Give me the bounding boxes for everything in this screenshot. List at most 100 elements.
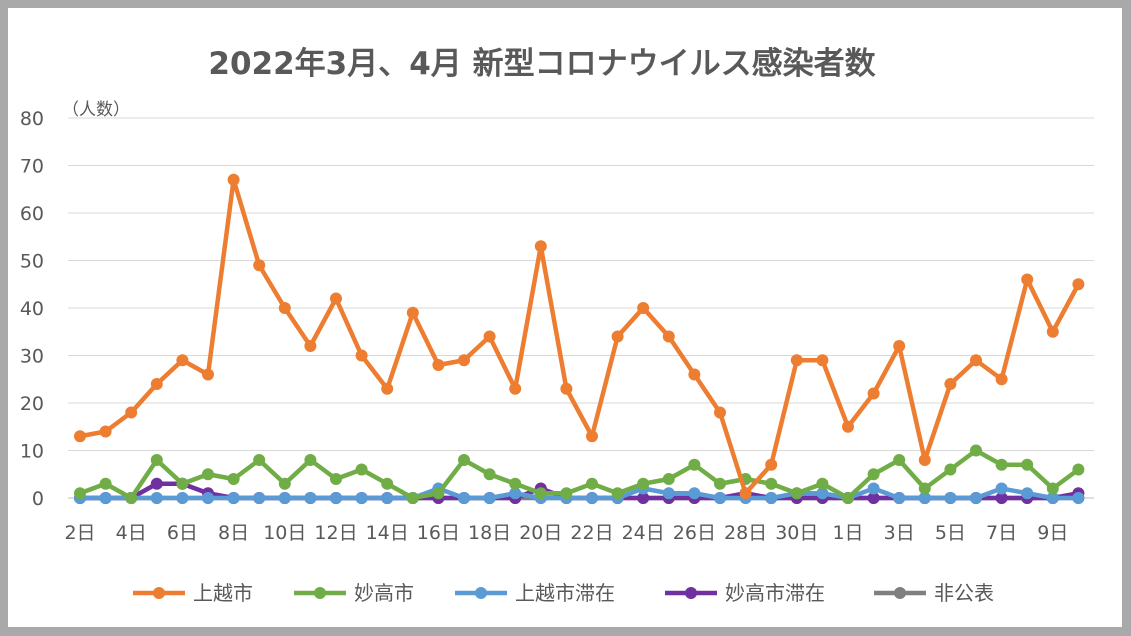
x-tick-label: 8日 [218, 522, 249, 544]
data-point [176, 477, 189, 490]
data-point [202, 468, 214, 481]
data-point [842, 492, 854, 504]
data-point [176, 354, 189, 367]
data-point [816, 477, 829, 490]
data-point [509, 477, 522, 490]
data-point [560, 382, 573, 395]
data-point [99, 477, 112, 490]
data-point [1046, 325, 1059, 338]
x-tick-label: 24日 [622, 522, 665, 544]
y-tick-label: 40 [20, 298, 44, 320]
x-tick-label: 22日 [570, 522, 613, 544]
data-point [330, 473, 342, 485]
data-point [304, 492, 317, 504]
legend-entry: 上越市 [133, 581, 253, 605]
data-point [278, 477, 291, 490]
x-tick-label: 26日 [673, 522, 716, 544]
legend-label: 妙高市 [354, 581, 414, 605]
data-point [586, 492, 598, 504]
data-point [662, 330, 675, 343]
data-point [381, 382, 394, 395]
data-point [765, 458, 778, 471]
gridlines [68, 117, 1094, 499]
data-point [1046, 482, 1059, 495]
data-point [688, 368, 701, 381]
legend-label: 上越市滞在 [515, 581, 615, 605]
data-point [483, 468, 496, 481]
data-point [150, 378, 163, 390]
data-point [790, 354, 803, 367]
legend-entry: 妙高市 [294, 581, 414, 605]
legend-entry: 妙高市滞在 [665, 581, 825, 605]
legend-marker [153, 587, 165, 599]
data-point [560, 487, 573, 500]
data-point [202, 368, 214, 381]
data-point [918, 454, 931, 466]
data-point [816, 354, 829, 367]
y-axis-unit-label: （人数） [62, 100, 130, 120]
data-point [534, 240, 547, 253]
y-tick-label: 70 [20, 156, 44, 178]
data-point [227, 492, 240, 504]
legend-entry: 上越市滞在 [455, 581, 615, 605]
data-point [637, 302, 650, 314]
x-tick-label: 20日 [519, 522, 562, 544]
data-point [944, 378, 957, 390]
legend-label: 妙高市滞在 [725, 581, 825, 605]
data-point [918, 492, 931, 504]
chart-frame: 2022年3月、4月 新型コロナウイルス感染者数 （人数） 0 10 20 30 40 5… [8, 8, 1122, 627]
data-point [406, 306, 419, 319]
data-point [586, 477, 598, 490]
data-point [278, 492, 291, 504]
data-point [714, 406, 726, 419]
data-point [688, 487, 701, 500]
legend-marker [314, 587, 326, 599]
data-point [995, 373, 1008, 386]
data-point [381, 492, 394, 504]
data-point [176, 492, 189, 504]
series-line [79, 448, 1080, 501]
y-tick-label: 10 [20, 441, 44, 463]
data-point [150, 454, 163, 466]
y-axis-ticks: 0 10 20 30 40 50 60 70 80 [20, 108, 44, 510]
x-axis-ticks: 2日 4日 6日 8日 10日 12日 14日 16日 18日 20日 22日 24日 26日 28日 30… [64, 522, 1068, 544]
chart-title: 2022年3月、4月 新型コロナウイルス感染者数 [208, 46, 875, 82]
data-point [867, 387, 880, 400]
series-line [80, 486, 1079, 501]
data-point [918, 482, 931, 495]
y-tick-label: 50 [20, 251, 44, 273]
data-point [74, 430, 86, 443]
y-tick-label: 0 [32, 488, 44, 510]
series-1 [74, 444, 1085, 504]
data-point [458, 492, 470, 504]
data-point [253, 492, 266, 504]
y-tick-label: 30 [20, 346, 44, 368]
data-point [534, 487, 547, 500]
data-point [406, 492, 419, 504]
x-tick-label: 12日 [314, 522, 357, 544]
data-point [714, 477, 726, 490]
data-point [765, 477, 778, 490]
series-lines [74, 173, 1085, 504]
data-point [381, 477, 394, 490]
data-point [330, 492, 342, 504]
data-point [867, 492, 880, 504]
x-tick-label: 3日 [884, 522, 915, 544]
data-point [688, 458, 701, 471]
data-point [355, 492, 368, 504]
x-tick-label: 30日 [775, 522, 818, 544]
data-point [611, 487, 624, 500]
data-point [458, 354, 470, 367]
x-tick-label: 4日 [116, 522, 147, 544]
data-point [970, 492, 982, 504]
data-point [893, 340, 906, 352]
data-point [893, 454, 906, 466]
data-point [483, 330, 496, 343]
data-point [637, 492, 650, 504]
data-point [509, 382, 522, 395]
legend-marker [685, 587, 697, 599]
x-tick-label: 6日 [167, 522, 198, 544]
data-point [739, 487, 752, 500]
data-point [150, 492, 163, 504]
data-point [586, 430, 598, 443]
